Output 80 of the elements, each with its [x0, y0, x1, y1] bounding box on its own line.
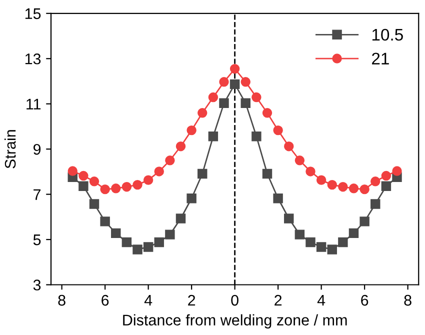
point [273, 194, 283, 204]
point [327, 244, 337, 254]
point [208, 92, 218, 102]
point [284, 142, 294, 152]
x-tick-label: 4 [144, 295, 152, 306]
y-tick-label: 9 [34, 144, 41, 155]
legend-label: 10.5 [372, 28, 403, 41]
point [240, 77, 250, 87]
point [198, 108, 208, 118]
point [78, 170, 88, 181]
point [165, 156, 175, 166]
x-axis-title: Distance from welding zone / mm [123, 314, 347, 329]
point [154, 166, 164, 176]
legend-label: 21 [372, 52, 389, 64]
y-tick-label: 11 [26, 98, 41, 110]
point [132, 244, 142, 254]
point [132, 180, 142, 190]
point [100, 184, 110, 194]
point [348, 184, 359, 194]
point [219, 77, 229, 87]
point [306, 237, 316, 248]
x-tick-label: 6 [102, 294, 109, 306]
point [230, 64, 240, 74]
point [122, 237, 132, 248]
point [198, 168, 208, 179]
point [219, 98, 229, 108]
point [252, 92, 262, 102]
x-tick-label: 8 [404, 294, 412, 306]
point [68, 166, 78, 176]
point [316, 175, 326, 185]
x-tick-label: 2 [188, 294, 196, 306]
point [392, 166, 402, 176]
point [284, 214, 294, 224]
point [89, 199, 100, 209]
y-tick-label: 7 [34, 189, 41, 200]
point [122, 182, 132, 192]
point [294, 230, 305, 240]
point [176, 214, 186, 224]
point [381, 181, 392, 192]
point [327, 180, 337, 190]
point [360, 216, 370, 226]
point [240, 98, 250, 108]
point [262, 108, 272, 118]
point [338, 182, 348, 192]
x-tick-label: 0 [231, 294, 238, 306]
point [262, 168, 272, 179]
point [186, 194, 196, 204]
point [111, 184, 121, 194]
point [294, 156, 305, 166]
point [230, 79, 240, 90]
point [176, 142, 186, 152]
point [306, 166, 316, 176]
y-tick-label: 5 [33, 234, 41, 246]
x-tick-label: 4 [317, 295, 326, 306]
point [165, 230, 175, 240]
point [252, 132, 262, 142]
x-tick-label: 2 [274, 294, 282, 306]
point [370, 176, 380, 186]
y-tick-label: 13 [25, 53, 41, 64]
point [381, 170, 392, 181]
point [186, 125, 196, 136]
point [316, 242, 326, 252]
y-tick-label: 15 [25, 8, 41, 20]
point [370, 199, 380, 209]
point [338, 237, 348, 248]
point [100, 216, 110, 226]
y-axis-title: Strain [4, 130, 16, 168]
x-tick-label: 6 [361, 294, 368, 306]
point [273, 125, 283, 136]
point [143, 175, 154, 185]
point [154, 237, 164, 248]
point [360, 184, 370, 194]
point [78, 181, 88, 192]
point [143, 242, 154, 252]
point [89, 176, 100, 186]
point [348, 228, 359, 238]
point [111, 228, 121, 238]
x-tick-label: 8 [58, 294, 66, 306]
point [208, 132, 218, 142]
y-tick-label: 3 [33, 280, 41, 290]
